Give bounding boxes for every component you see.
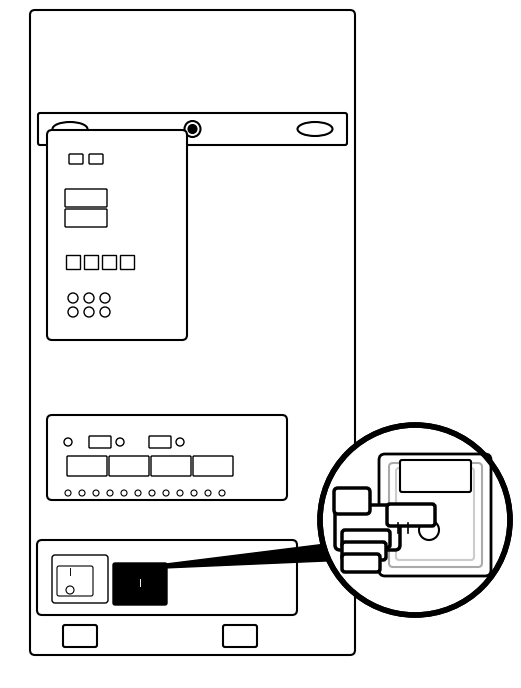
FancyBboxPatch shape — [69, 154, 83, 164]
Circle shape — [84, 293, 94, 303]
Bar — [84, 255, 98, 269]
FancyBboxPatch shape — [389, 463, 482, 567]
Circle shape — [107, 490, 113, 496]
FancyBboxPatch shape — [149, 436, 171, 448]
Circle shape — [149, 490, 155, 496]
Circle shape — [121, 490, 127, 496]
Circle shape — [65, 490, 71, 496]
FancyBboxPatch shape — [400, 460, 471, 492]
Circle shape — [189, 125, 196, 133]
Circle shape — [64, 438, 72, 446]
Ellipse shape — [297, 122, 332, 136]
FancyBboxPatch shape — [38, 113, 347, 145]
FancyBboxPatch shape — [342, 530, 390, 548]
FancyBboxPatch shape — [193, 456, 233, 476]
FancyBboxPatch shape — [113, 563, 167, 605]
Circle shape — [79, 490, 85, 496]
Circle shape — [116, 438, 124, 446]
Circle shape — [100, 307, 110, 317]
Circle shape — [219, 490, 225, 496]
Text: I: I — [69, 568, 71, 578]
Circle shape — [176, 438, 184, 446]
FancyBboxPatch shape — [379, 454, 491, 576]
Bar — [120, 255, 134, 269]
FancyBboxPatch shape — [47, 415, 287, 500]
FancyBboxPatch shape — [57, 566, 93, 596]
Circle shape — [163, 490, 169, 496]
FancyBboxPatch shape — [396, 468, 474, 560]
FancyBboxPatch shape — [30, 10, 355, 655]
Circle shape — [93, 490, 99, 496]
Circle shape — [68, 307, 78, 317]
Circle shape — [177, 490, 183, 496]
Circle shape — [191, 490, 197, 496]
Circle shape — [66, 586, 74, 594]
FancyBboxPatch shape — [335, 505, 400, 550]
Ellipse shape — [53, 122, 88, 136]
FancyBboxPatch shape — [63, 625, 97, 647]
Polygon shape — [118, 540, 358, 570]
FancyBboxPatch shape — [151, 456, 191, 476]
FancyBboxPatch shape — [89, 436, 111, 448]
FancyBboxPatch shape — [47, 130, 187, 340]
FancyBboxPatch shape — [109, 456, 149, 476]
FancyBboxPatch shape — [342, 542, 386, 560]
Circle shape — [320, 425, 510, 615]
FancyBboxPatch shape — [52, 555, 108, 603]
Bar — [66, 255, 80, 269]
Circle shape — [135, 490, 141, 496]
FancyBboxPatch shape — [89, 154, 103, 164]
FancyBboxPatch shape — [223, 625, 257, 647]
Circle shape — [184, 121, 201, 137]
FancyBboxPatch shape — [65, 189, 107, 207]
Text: I: I — [139, 579, 141, 589]
Bar — [102, 255, 116, 269]
Circle shape — [100, 293, 110, 303]
FancyBboxPatch shape — [334, 488, 370, 514]
FancyBboxPatch shape — [67, 456, 107, 476]
Circle shape — [205, 490, 211, 496]
Circle shape — [84, 307, 94, 317]
FancyBboxPatch shape — [37, 540, 297, 615]
Circle shape — [419, 520, 439, 540]
FancyBboxPatch shape — [65, 209, 107, 227]
Circle shape — [68, 293, 78, 303]
FancyBboxPatch shape — [342, 554, 380, 572]
FancyBboxPatch shape — [387, 504, 435, 526]
